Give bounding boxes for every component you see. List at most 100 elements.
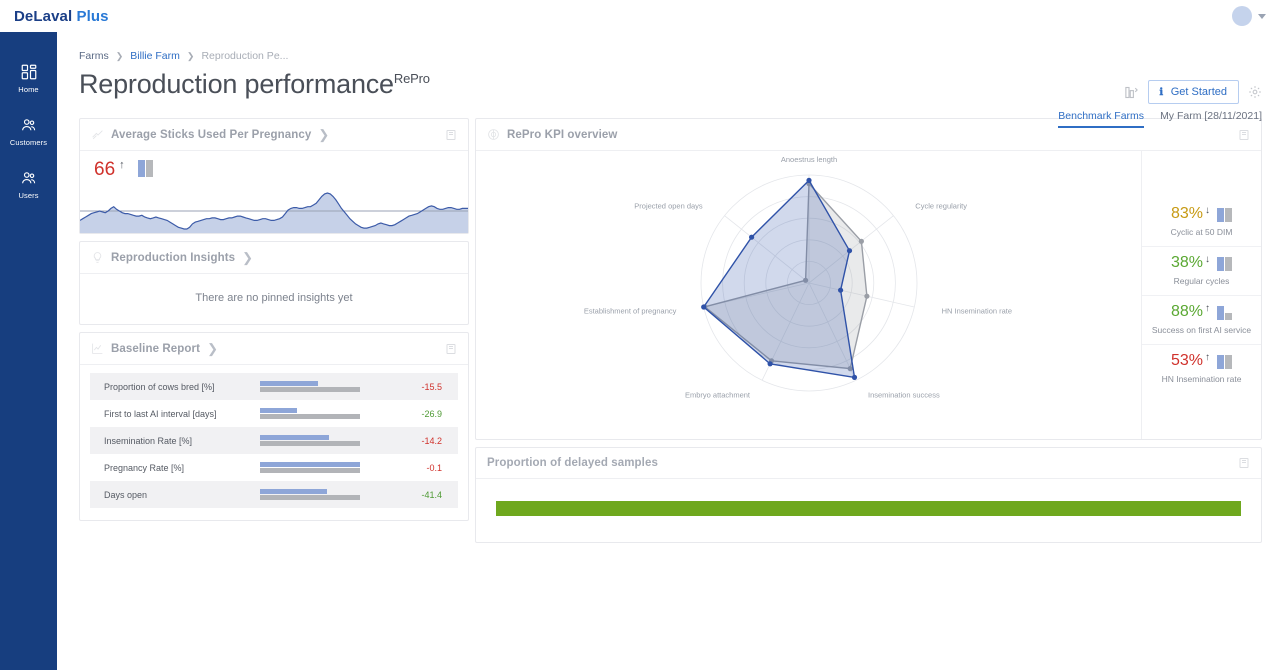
delayed-samples-bar-track bbox=[496, 501, 1241, 516]
kpi-trend-icon: ↓ bbox=[1205, 253, 1211, 265]
card-title: Proportion of delayed samples bbox=[487, 457, 658, 469]
baseline-bar-gray bbox=[260, 414, 360, 420]
table-row[interactable]: First to last AI interval [days] -26.9 bbox=[90, 400, 458, 427]
view-tabs: Benchmark Farms My Farm [28/11/2021] bbox=[1058, 110, 1262, 128]
table-row[interactable]: Pregnancy Rate [%] -0.1 bbox=[90, 454, 458, 481]
sidebar-item-customers[interactable]: Customers bbox=[0, 107, 57, 160]
repro-kpi-radar-chart: Anoestrus length Cycle regularity HN Insem… bbox=[583, 155, 1011, 400]
baseline-bars bbox=[260, 454, 380, 481]
compare-bar-gray bbox=[1225, 207, 1233, 222]
baseline-report-card: Baseline Report ❯ Proportion of cows bre… bbox=[79, 332, 469, 521]
avatar[interactable] bbox=[1232, 6, 1252, 26]
table-row[interactable]: Days open -41.4 bbox=[90, 481, 458, 508]
card-title: RePro KPI overview bbox=[507, 128, 618, 141]
get-started-label: Get Started bbox=[1170, 86, 1227, 98]
breadcrumb: Farms ❯ Billie Farm ❯ Reproduction Pe... bbox=[79, 32, 1262, 62]
baseline-bar-blue bbox=[260, 461, 360, 467]
line-chart-icon bbox=[91, 342, 104, 355]
brand-name: DeLaval bbox=[14, 7, 73, 25]
kpi-stat-item[interactable]: 38% ↓ Regular cycles bbox=[1142, 247, 1261, 296]
kpi-label: Cyclic at 50 DIM bbox=[1170, 226, 1233, 237]
kpi-compare-bars bbox=[1217, 206, 1233, 222]
baseline-bar-gray bbox=[260, 387, 360, 393]
card-header: RePro KPI overview bbox=[476, 119, 1261, 151]
baseline-metric-value: -14.2 bbox=[421, 435, 442, 446]
svg-text:Anoestrus length: Anoestrus length bbox=[780, 155, 836, 164]
kpi-compare-bars bbox=[1217, 304, 1233, 320]
customers-icon bbox=[20, 116, 38, 134]
report-view-icon[interactable] bbox=[1238, 129, 1250, 141]
main-content: Farms ❯ Billie Farm ❯ Reproduction Pe...… bbox=[57, 32, 1280, 670]
report-view-icon[interactable] bbox=[445, 343, 457, 355]
baseline-bar-gray bbox=[260, 441, 360, 447]
kpi-label: HN Insemination rate bbox=[1161, 373, 1242, 384]
card-header: Proportion of delayed samples bbox=[476, 448, 1261, 479]
kpi-value: 83% bbox=[1170, 204, 1204, 222]
kpi-value: 38% bbox=[1170, 253, 1204, 271]
compare-bar-blue bbox=[1217, 256, 1225, 271]
table-row[interactable]: Proportion of cows bred [%] -15.5 bbox=[90, 373, 458, 400]
kpi-label: Regular cycles bbox=[1173, 275, 1230, 286]
breadcrumb-item-farms[interactable]: Farms bbox=[79, 50, 109, 62]
card-header: Baseline Report ❯ bbox=[80, 333, 468, 365]
sidebar-item-home[interactable]: Home bbox=[0, 54, 57, 107]
chevron-down-icon[interactable] bbox=[1258, 13, 1266, 19]
baseline-bar-blue bbox=[260, 488, 327, 494]
page-title: Reproduction performanceRePro bbox=[79, 69, 1262, 100]
report-view-icon[interactable] bbox=[445, 129, 457, 141]
panels: Average Sticks Used Per Pregnancy ❯ 66 ↑ bbox=[79, 118, 1262, 550]
table-row[interactable]: Insemination Rate [%] -14.2 bbox=[90, 427, 458, 454]
baseline-metric-value: -15.5 bbox=[421, 381, 442, 392]
chevron-right-icon: ❯ bbox=[115, 50, 124, 61]
report-icon[interactable] bbox=[1124, 85, 1139, 100]
baseline-bar-blue bbox=[260, 407, 297, 413]
compare-bar-gray bbox=[1225, 354, 1233, 369]
baseline-bars bbox=[260, 373, 380, 400]
sidebar-item-label: Users bbox=[18, 191, 39, 200]
svg-text:Projected open days: Projected open days bbox=[634, 202, 703, 211]
baseline-bar-gray bbox=[260, 495, 360, 501]
breadcrumb-item-billie-farm[interactable]: Billie Farm bbox=[130, 50, 180, 62]
gear-icon[interactable] bbox=[1248, 85, 1262, 99]
baseline-bars bbox=[260, 427, 380, 454]
baseline-metric-value: -0.1 bbox=[426, 462, 442, 473]
chevron-right-icon[interactable]: ❯ bbox=[242, 250, 254, 265]
delayed-samples-card: Proportion of delayed samples bbox=[475, 447, 1262, 543]
get-started-button[interactable]: ℹ Get Started bbox=[1147, 80, 1239, 104]
compare-bar-blue bbox=[1217, 305, 1225, 320]
insights-empty-state: There are no pinned insights yet bbox=[195, 292, 353, 304]
card-title: Reproduction Insights bbox=[111, 251, 236, 264]
baseline-bars bbox=[260, 400, 380, 427]
page-title-text: Reproduction performance bbox=[79, 69, 394, 99]
compare-bar-gray bbox=[1225, 312, 1233, 320]
lightbulb-icon bbox=[91, 251, 104, 264]
dashboard-icon bbox=[20, 63, 38, 81]
kpi-stat-item[interactable]: 83% ↓ Cyclic at 50 DIM bbox=[1142, 198, 1261, 247]
kpi-trend-icon: ↑ bbox=[1205, 302, 1211, 314]
brand-logo[interactable]: DeLaval Plus bbox=[14, 8, 109, 25]
brand-suffix: Plus bbox=[76, 7, 109, 25]
kpi-stat-item[interactable]: 53% ↑ HN Insemination rate bbox=[1142, 345, 1261, 393]
sticks-sparkline-chart bbox=[80, 192, 468, 233]
baseline-table-body: Proportion of cows bred [%] -15.5 First to… bbox=[80, 365, 468, 520]
tab-my-farm[interactable]: My Farm [28/11/2021] bbox=[1160, 110, 1262, 122]
svg-text:Cycle regularity: Cycle regularity bbox=[915, 202, 967, 211]
sidebar-item-users[interactable]: Users bbox=[0, 160, 57, 213]
svg-text:Establishment of pregnancy: Establishment of pregnancy bbox=[583, 307, 676, 316]
chevron-right-icon[interactable]: ❯ bbox=[207, 341, 218, 356]
kpi-compare-bars bbox=[1217, 353, 1233, 369]
delayed-samples-body bbox=[476, 479, 1261, 542]
report-view-icon[interactable] bbox=[1238, 457, 1250, 469]
kpi-value: 88% bbox=[1170, 302, 1204, 320]
card-title: Baseline Report bbox=[111, 342, 201, 355]
kpi-compare-bars bbox=[1217, 255, 1233, 271]
compare-bar-blue bbox=[1217, 354, 1225, 369]
users-icon bbox=[20, 169, 38, 187]
radar-icon bbox=[487, 128, 500, 141]
kpi-stat-item[interactable]: 88% ↑ Success on first AI service bbox=[1142, 296, 1261, 345]
baseline-bar-blue bbox=[260, 434, 329, 440]
kpi-trend-icon: ↓ bbox=[1205, 204, 1211, 216]
tab-benchmark-farms[interactable]: Benchmark Farms bbox=[1058, 110, 1145, 128]
svg-text:Embryo attachment: Embryo attachment bbox=[684, 391, 750, 400]
chevron-right-icon[interactable]: ❯ bbox=[318, 127, 330, 142]
